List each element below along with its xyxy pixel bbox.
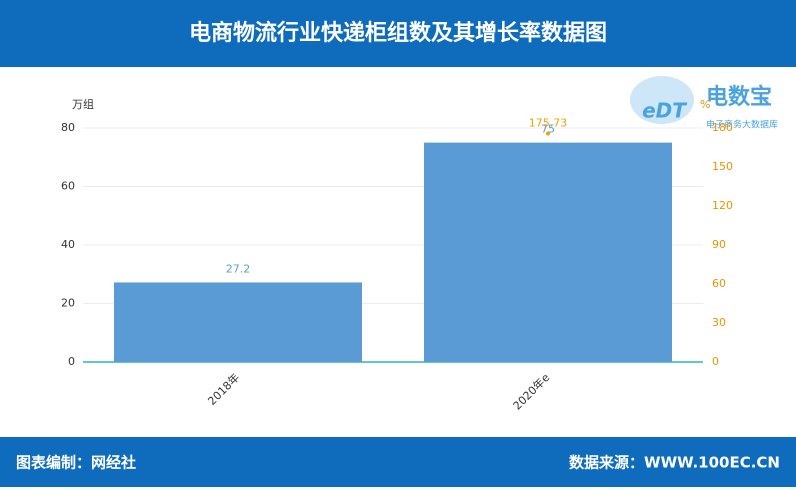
y2-tick-label: 0 bbox=[712, 355, 719, 368]
y2-tick-label: 120 bbox=[712, 199, 733, 212]
x-tick-label: 2018年 bbox=[205, 370, 242, 407]
y-tick-label: 40 bbox=[61, 238, 75, 251]
logo-name: 电数宝 bbox=[706, 84, 772, 110]
y-tick-label: 0 bbox=[68, 355, 75, 368]
logo-cloud bbox=[630, 76, 694, 124]
y2-tick-label: 150 bbox=[712, 160, 733, 173]
data-label: 75 bbox=[541, 123, 555, 136]
y2-tick-label: 60 bbox=[712, 277, 726, 290]
logo-mark: eDT bbox=[642, 99, 687, 123]
y-axis-label: 万组 bbox=[72, 97, 94, 111]
y2-tick-label: 90 bbox=[712, 238, 726, 251]
y-tick-label: 80 bbox=[61, 121, 75, 134]
header-band bbox=[0, 0, 796, 67]
y2-axis-label: % bbox=[700, 98, 710, 111]
bar bbox=[424, 142, 672, 362]
footer-left: 图表编制：网经社 bbox=[16, 454, 136, 472]
y2-tick-label: 30 bbox=[712, 316, 726, 329]
line-point bbox=[546, 131, 550, 136]
footer-right: 数据来源：WWW.100EC.CN bbox=[569, 454, 780, 472]
y-tick-label: 60 bbox=[61, 180, 75, 193]
data-label: 27.2 bbox=[226, 262, 251, 275]
chart-title: 电商物流行业快递柜组数及其增长率数据图 bbox=[189, 20, 607, 46]
footer-band bbox=[0, 437, 796, 487]
bar bbox=[114, 282, 362, 362]
y2-tick-label: 180 bbox=[712, 121, 733, 134]
y-tick-label: 20 bbox=[61, 297, 75, 310]
x-tick-label: 2020年e bbox=[510, 370, 552, 412]
logo-tagline: 电子商务大数据库 bbox=[706, 119, 778, 131]
data-label: 175.73 bbox=[529, 117, 568, 130]
